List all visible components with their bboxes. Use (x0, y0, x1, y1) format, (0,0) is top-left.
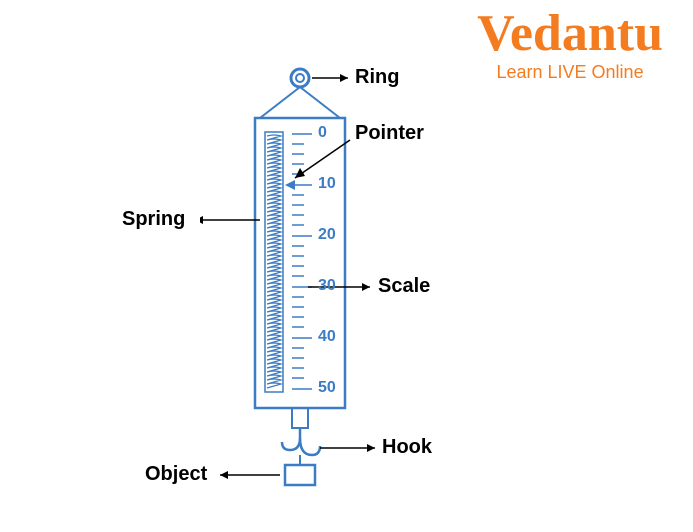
logo-text: Vedantu (477, 8, 663, 60)
scale-value-10: 10 (318, 175, 336, 193)
label-scale: Scale (378, 275, 430, 298)
scale-value-20: 20 (318, 226, 336, 244)
label-spring: Spring (122, 208, 185, 231)
brand-logo: Vedantu Learn LIVE Online (477, 8, 663, 83)
label-object: Object (145, 463, 207, 486)
label-hook: Hook (382, 436, 432, 459)
scale-value-50: 50 (318, 379, 336, 397)
spring-balance-diagram: 0 10 20 30 40 50 Ring Pointer Spring Sca… (200, 60, 500, 530)
label-ring: Ring (355, 66, 399, 89)
scale-value-30: 30 (318, 277, 336, 295)
hook-icon (300, 428, 320, 455)
spring-coils (267, 135, 281, 388)
scale-value-40: 40 (318, 328, 336, 346)
label-pointer: Pointer (355, 122, 424, 145)
object-icon (285, 465, 315, 485)
scale-value-0: 0 (318, 124, 327, 142)
logo-tagline: Learn LIVE Online (477, 62, 663, 83)
pointer-icon (285, 180, 295, 190)
ring-icon (291, 69, 309, 87)
